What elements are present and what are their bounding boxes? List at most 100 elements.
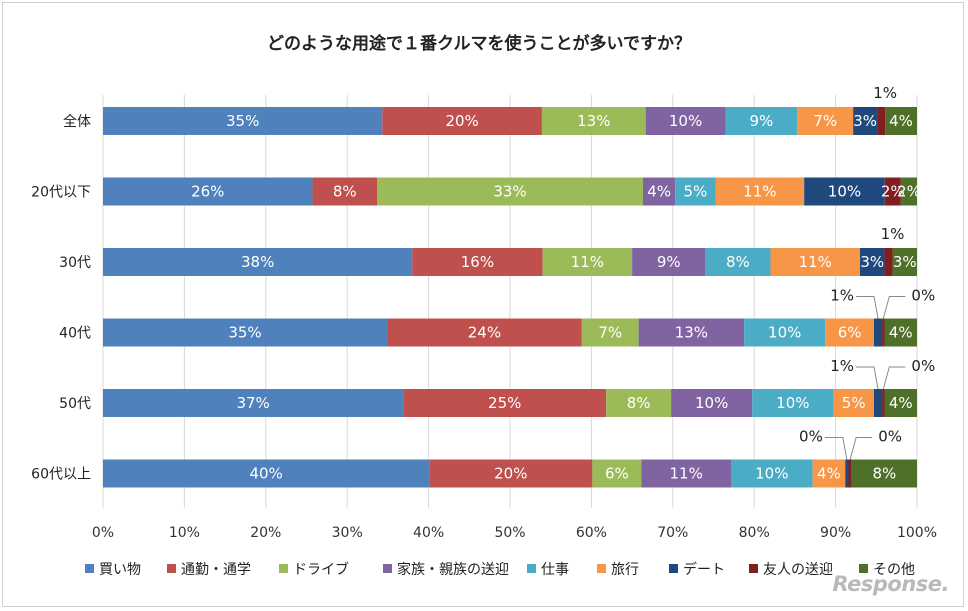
bar-segment [592, 459, 642, 488]
data-label: 10% [776, 394, 809, 412]
bar-segment [103, 318, 388, 347]
bar-segment [900, 177, 917, 206]
bar-segment [387, 318, 582, 347]
data-label: 8% [726, 253, 750, 271]
bar-segment [825, 318, 874, 347]
response-watermark: Response. [832, 572, 950, 596]
data-label: 24% [468, 324, 501, 342]
bar-segment [715, 177, 805, 206]
data-label: 20% [445, 112, 478, 130]
bar-segment [873, 389, 883, 417]
bar-segment [851, 459, 917, 488]
external-data-label: 0% [799, 428, 823, 446]
bar-segment [873, 318, 883, 347]
bar-segment [705, 248, 771, 276]
bar-segment [853, 107, 878, 135]
external-data-label: 0% [911, 287, 935, 305]
bar-segment [429, 459, 593, 488]
category-label: 60代以上 [31, 467, 91, 483]
data-label: 4% [889, 112, 913, 130]
bar-segment [804, 177, 885, 206]
data-label: 8% [872, 465, 896, 483]
category-label: 30代 [59, 255, 91, 271]
stacked-bar-chart: どのような用途で１番クルマを使うことが多いですか？ 0% 10% 20% 30% 40% 5… [31, 33, 937, 578]
data-label: 4% [647, 183, 671, 201]
leader-line [856, 366, 879, 390]
data-label: 33% [493, 183, 526, 201]
external-data-label: 1% [830, 357, 854, 375]
legend-swatch [279, 564, 288, 573]
bar-segment [382, 107, 542, 135]
legend-label: 旅行 [611, 562, 639, 578]
category-label: 50代 [59, 396, 91, 412]
bar-segment [744, 318, 826, 347]
legend-swatch [85, 564, 94, 573]
legend-swatch [527, 564, 536, 573]
bar-segment [606, 389, 672, 417]
data-label: 5% [683, 183, 707, 201]
bar-segment [848, 459, 852, 488]
external-data-label: 0% [878, 428, 902, 446]
bar-segment [884, 177, 901, 206]
bar-segment [877, 107, 886, 135]
data-label: 3% [853, 112, 877, 130]
legend-label: 友人の送迎 [763, 562, 833, 578]
legend-label: ドライブ [293, 561, 349, 578]
external-data-label: 0% [911, 357, 935, 375]
bar-segment [632, 248, 706, 276]
data-label: 4% [889, 394, 913, 412]
data-label: 35% [226, 112, 259, 130]
data-label: 10% [768, 324, 801, 342]
bar-segment [103, 177, 313, 206]
bar-segment [645, 107, 726, 135]
data-label: 16% [461, 253, 494, 271]
bar-segment [641, 459, 732, 488]
legend-label: 家族・親族の送迎 [397, 561, 509, 578]
bar-segment [103, 459, 430, 488]
bar-segment [882, 318, 885, 347]
bar-segment [642, 177, 676, 206]
data-label: 40% [249, 465, 282, 483]
bar-segment [671, 389, 753, 417]
legend-label: その他 [873, 562, 915, 578]
data-label: 11% [571, 253, 604, 271]
data-label: 9% [657, 253, 681, 271]
data-label: 4% [817, 465, 841, 483]
x-tick-label: 0% [92, 525, 114, 541]
data-label: 6% [605, 465, 629, 483]
bar-segment [103, 107, 383, 135]
data-label: 7% [813, 112, 837, 130]
bar-segment [884, 318, 917, 347]
data-label: 20% [494, 465, 527, 483]
data-label: 13% [675, 324, 708, 342]
data-label: 4% [889, 324, 913, 342]
data-label: 11% [670, 465, 703, 483]
data-label: 8% [333, 183, 357, 201]
legend-swatch [859, 564, 868, 573]
data-label: 3% [860, 253, 884, 271]
bar-segment [638, 318, 745, 347]
x-tick-label: 70% [657, 525, 688, 541]
data-label: 10% [828, 183, 861, 201]
bar-segment [103, 248, 413, 276]
x-tick-label: 50% [494, 525, 525, 541]
bar-segment [541, 107, 646, 135]
bar-segment [884, 248, 893, 276]
category-label: 40代 [59, 326, 91, 342]
data-label: 11% [799, 253, 832, 271]
external-data-label: 1% [873, 84, 897, 102]
bar-segment [312, 177, 378, 206]
bar-segment [892, 248, 917, 276]
data-label: 7% [598, 324, 622, 342]
data-label: 13% [577, 112, 610, 130]
bar-segment [412, 248, 543, 276]
legend-swatch [167, 564, 176, 573]
x-tick-label: 40% [413, 525, 444, 541]
x-tick-label: 90% [820, 525, 851, 541]
legend-label: 仕事 [541, 562, 569, 578]
bar-segment [797, 107, 854, 135]
legend-swatch [749, 564, 758, 573]
data-label: 25% [488, 394, 521, 412]
data-label: 8% [627, 394, 651, 412]
